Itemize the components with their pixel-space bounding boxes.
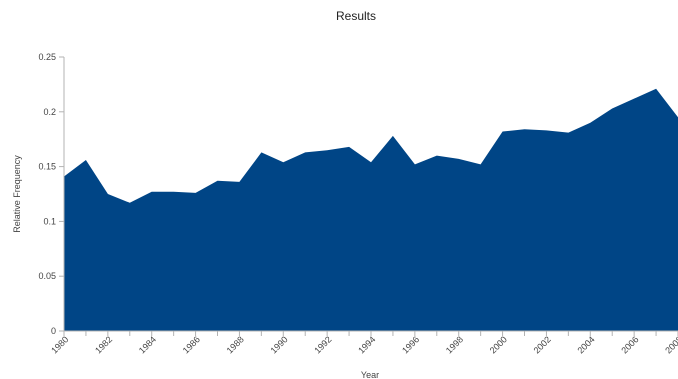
y-tick-label: 0.05 — [38, 271, 56, 281]
chart-title: Results — [336, 9, 376, 23]
x-tick-label: 1996 — [400, 334, 421, 355]
x-axis: 1980 1982 1984 1986 1988 1990 1992 1994 1996 1998… — [49, 331, 678, 356]
y-tick-label: 0.1 — [43, 216, 56, 226]
x-tick-label: 2006 — [619, 334, 640, 355]
x-tick-label: 1994 — [356, 334, 377, 355]
y-axis: 0 0.05 0.1 0.15 0.2 0.25 — [38, 52, 64, 336]
y-tick-label: 0.15 — [38, 162, 56, 172]
x-tick-label: 1988 — [225, 334, 246, 355]
x-tick-label: 1990 — [268, 334, 289, 355]
y-tick-label: 0.25 — [38, 52, 56, 62]
x-axis-label: Year — [361, 370, 379, 379]
x-tick-label: 1980 — [49, 334, 70, 355]
data-area-series — [64, 88, 678, 331]
x-tick-label: 2008 — [663, 334, 678, 355]
y-axis-label: Relative Frequency — [12, 155, 22, 233]
x-tick-label: 2002 — [532, 334, 553, 355]
y-tick-label: 0.2 — [43, 107, 56, 117]
x-tick-label: 1986 — [181, 334, 202, 355]
x-tick-label: 1982 — [93, 334, 114, 355]
x-tick-label: 1984 — [137, 334, 158, 355]
x-tick-label: 1998 — [444, 334, 465, 355]
x-tick-label: 2000 — [488, 334, 509, 355]
y-tick-label: 0 — [51, 326, 56, 336]
x-tick-label: 1992 — [312, 334, 333, 355]
x-tick-label: 2004 — [575, 334, 596, 355]
